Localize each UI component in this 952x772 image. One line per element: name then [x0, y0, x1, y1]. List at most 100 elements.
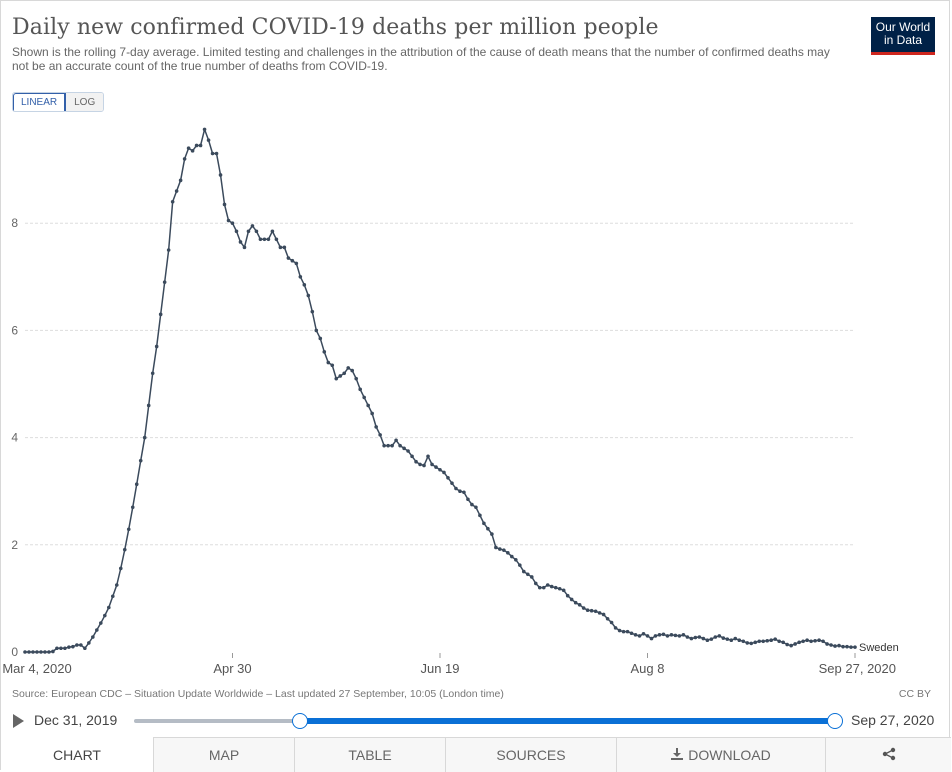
data-point [250, 224, 255, 228]
data-point [418, 462, 422, 467]
data-point [537, 585, 542, 590]
data-point [318, 336, 323, 341]
data-point [430, 462, 434, 467]
data-point [23, 650, 27, 654]
data-point [529, 575, 534, 579]
data-point [55, 646, 59, 651]
data-point [450, 481, 454, 485]
y-tick-label: 8 [11, 216, 18, 230]
data-point [110, 594, 115, 599]
tab-map-label: MAP [208, 747, 240, 763]
timeline-selected-range[interactable] [300, 718, 835, 724]
data-point [398, 443, 402, 448]
data-point [206, 138, 211, 142]
data-point [833, 644, 837, 648]
data-point [557, 586, 562, 591]
data-point [214, 151, 219, 156]
data-point [649, 636, 654, 641]
data-point [785, 642, 789, 647]
data-point [43, 650, 47, 654]
license-link[interactable]: CC BY [898, 688, 931, 700]
data-point [657, 633, 662, 637]
data-point [262, 237, 267, 242]
data-point [362, 395, 366, 400]
data-point [306, 293, 311, 298]
data-point [693, 635, 698, 640]
linear-scale-button[interactable]: LINEAR [13, 93, 67, 111]
data-point [633, 633, 638, 637]
data-point [525, 572, 530, 577]
data-point [51, 649, 55, 654]
data-point [777, 639, 781, 644]
y-tick-label: 2 [11, 538, 18, 552]
data-point [370, 411, 374, 416]
data-point [274, 237, 279, 242]
data-point [549, 584, 554, 589]
play-icon[interactable] [13, 714, 24, 728]
data-point [757, 639, 762, 644]
data-point [35, 650, 39, 654]
tab-download[interactable]: DOWNLOAD [616, 738, 825, 772]
tab-chart[interactable]: CHART [1, 737, 153, 772]
data-point [490, 532, 494, 536]
data-point [697, 635, 702, 639]
tab-share[interactable] [825, 738, 951, 772]
data-point [174, 189, 179, 193]
data-point [625, 629, 630, 634]
data-point [350, 368, 355, 373]
data-point [138, 458, 143, 463]
data-point [645, 634, 650, 638]
data-point [246, 229, 251, 234]
timeline: Dec 31, 2019 Sep 27, 2020 [1, 709, 951, 733]
tab-sources[interactable]: SOURCES [445, 738, 616, 772]
tab-table-label: TABLE [348, 747, 392, 763]
data-point [87, 641, 91, 645]
data-point [99, 621, 103, 625]
data-point [59, 646, 63, 651]
data-point [186, 146, 191, 150]
data-point [821, 639, 825, 644]
x-tick-label: Apr 30 [213, 661, 251, 676]
download-icon [671, 747, 684, 763]
data-point [422, 463, 426, 468]
series-layer: Sweden [23, 127, 899, 654]
log-scale-button[interactable]: LOG [66, 93, 104, 111]
x-axis-ticks: Mar 4, 2020 Apr 30 Jun 19 Aug 8 Sep 27, 2020 [2, 653, 896, 676]
data-point [170, 199, 175, 204]
data-point [573, 600, 578, 605]
data-point [641, 631, 646, 636]
owid-logo[interactable]: Our World in Data [871, 17, 935, 55]
data-point [122, 547, 127, 552]
data-point [210, 151, 215, 156]
data-point [781, 640, 785, 645]
data-point [374, 425, 378, 429]
data-point [79, 643, 83, 647]
tab-map[interactable]: MAP [153, 738, 294, 772]
timeline-end-handle[interactable] [827, 713, 843, 729]
series-label: Sweden [859, 642, 899, 654]
x-tick-label: Mar 4, 2020 [2, 661, 71, 676]
data-point [589, 608, 594, 613]
data-point [426, 454, 430, 459]
x-tick-label: Jun 19 [420, 661, 459, 676]
grid-lines [25, 222, 855, 546]
tab-sources-label: SOURCES [496, 747, 566, 763]
data-point [673, 633, 678, 638]
data-point [677, 634, 682, 638]
data-point [286, 256, 291, 260]
data-point [717, 634, 722, 638]
data-point [39, 650, 43, 654]
data-point [83, 646, 87, 651]
data-point [218, 173, 223, 177]
data-point [386, 443, 390, 448]
data-point [593, 609, 598, 614]
data-point [414, 459, 418, 464]
share-icon [882, 747, 896, 764]
series-line [25, 128, 855, 653]
data-point [178, 178, 183, 183]
tab-table[interactable]: TABLE [294, 738, 445, 772]
y-tick-label: 0 [11, 645, 18, 659]
scale-toggle: LINEAR LOG [12, 92, 105, 112]
timeline-start-handle[interactable] [292, 713, 308, 729]
data-point [745, 641, 750, 645]
